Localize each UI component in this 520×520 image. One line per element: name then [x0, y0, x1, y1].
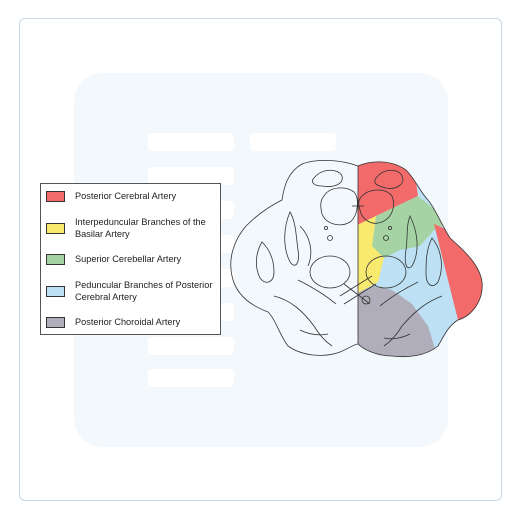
legend-swatch — [46, 285, 65, 297]
legend-item: Peduncular Branches of Posterior Cerebra… — [46, 279, 215, 303]
right-colliculus — [358, 189, 394, 224]
watermark-bar — [148, 133, 234, 151]
legend-item: Posterior Cerebral Artery — [46, 190, 215, 202]
legend-item: Superior Cerebellar Artery — [46, 253, 215, 265]
watermark-bar — [250, 133, 336, 151]
watermark-bar — [148, 369, 234, 387]
watermark-bar — [148, 167, 234, 185]
left-lower-curve — [299, 329, 329, 336]
right-upper-lobule — [374, 169, 404, 189]
right-red-nucleus — [365, 255, 407, 289]
right-inner-fold — [404, 215, 418, 269]
right-peduncle-curve — [383, 295, 443, 347]
left-lateral-fold — [256, 241, 275, 283]
legend-swatch — [46, 190, 65, 202]
brain-outline-group — [230, 160, 483, 358]
left-upper-lobule — [312, 169, 343, 187]
crossing-fibers — [339, 275, 377, 305]
right-peduncle-inner — [379, 281, 419, 307]
right-lower-curve — [383, 333, 411, 340]
center-small-circle — [361, 295, 371, 305]
vessel-dot — [327, 235, 333, 241]
legend-label: Posterior Cerebral Artery — [75, 191, 177, 201]
territory-group — [358, 161, 483, 357]
vessel-dot — [383, 235, 389, 241]
left-inner-fold — [284, 211, 299, 266]
interpeduncular-branches-region — [358, 216, 384, 292]
legend-swatch — [46, 222, 65, 234]
left-colliculus — [320, 187, 358, 226]
legend-item: Posterior Choroidal Artery — [46, 316, 215, 328]
superior-cerebellar-region — [372, 196, 450, 258]
vessel-dot — [323, 225, 328, 230]
legend-box: Posterior Cerebral Artery Interpeduncula… — [40, 183, 221, 335]
legend-swatch — [46, 253, 65, 265]
cross-marker — [352, 200, 364, 212]
legend-label: Peduncular Branches of Posterior Cerebra… — [75, 280, 213, 302]
legend-label: Posterior Choroidal Artery — [75, 317, 181, 327]
left-peduncle-inner — [297, 279, 337, 305]
legend-label: Interpeduncular Branches of the Basilar … — [75, 217, 206, 239]
vessel-dot — [387, 225, 392, 230]
left-peduncle-curve — [273, 295, 333, 347]
legend-label: Superior Cerebellar Artery — [75, 254, 182, 264]
left-curve — [299, 225, 312, 267]
right-lateral-fold — [425, 237, 442, 287]
posterior-choroidal-region — [358, 286, 440, 357]
watermark-bar — [148, 337, 234, 355]
left-red-nucleus — [309, 255, 351, 289]
posterior-cerebral-region-top — [358, 161, 418, 226]
legend-swatch — [46, 316, 65, 328]
legend-item: Interpeduncular Branches of the Basilar … — [46, 216, 215, 240]
